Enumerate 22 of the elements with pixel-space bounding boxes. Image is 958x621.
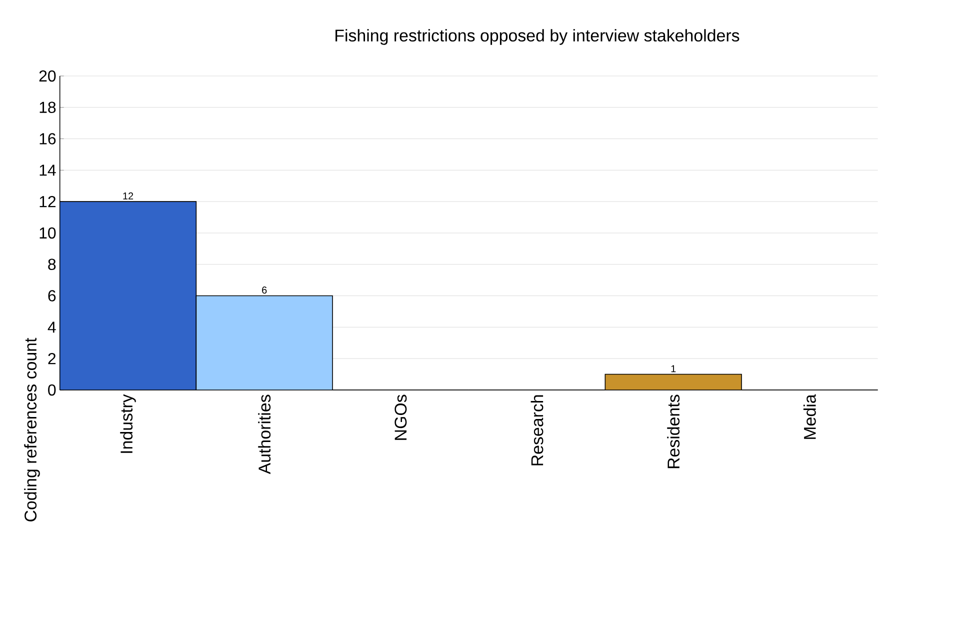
x-tick-label: Media: [803, 394, 816, 439]
y-tick-label: 16: [40, 133, 56, 144]
chart-title: Fishing restrictions opposed by interview stakeholders: [336, 29, 740, 45]
x-tick-label: Industry: [120, 394, 136, 453]
y-tick-label: 6: [48, 290, 56, 302]
y-tick-label: 20: [39, 70, 56, 82]
y-axis-title: Coding references count: [24, 338, 40, 522]
y-tick-label: 4: [48, 322, 56, 333]
y-tick-label: 14: [40, 164, 56, 176]
data-label: 12: [123, 192, 134, 200]
x-tick-label: Authorities: [258, 394, 271, 474]
y-tick-label: 0: [48, 384, 56, 396]
y-tick-label: 8: [48, 258, 56, 270]
y-tick-label: 12: [40, 196, 56, 208]
data-label: 6: [262, 286, 267, 294]
y-tick-label: 10: [40, 227, 56, 239]
x-tick-label: Residents: [667, 394, 680, 468]
data-label: 1: [671, 365, 676, 372]
y-tick-label: 2: [48, 353, 56, 364]
x-tick-label: NGOs: [394, 394, 407, 440]
x-tick-label: Research: [530, 395, 544, 466]
y-tick-label: 18: [40, 102, 56, 114]
